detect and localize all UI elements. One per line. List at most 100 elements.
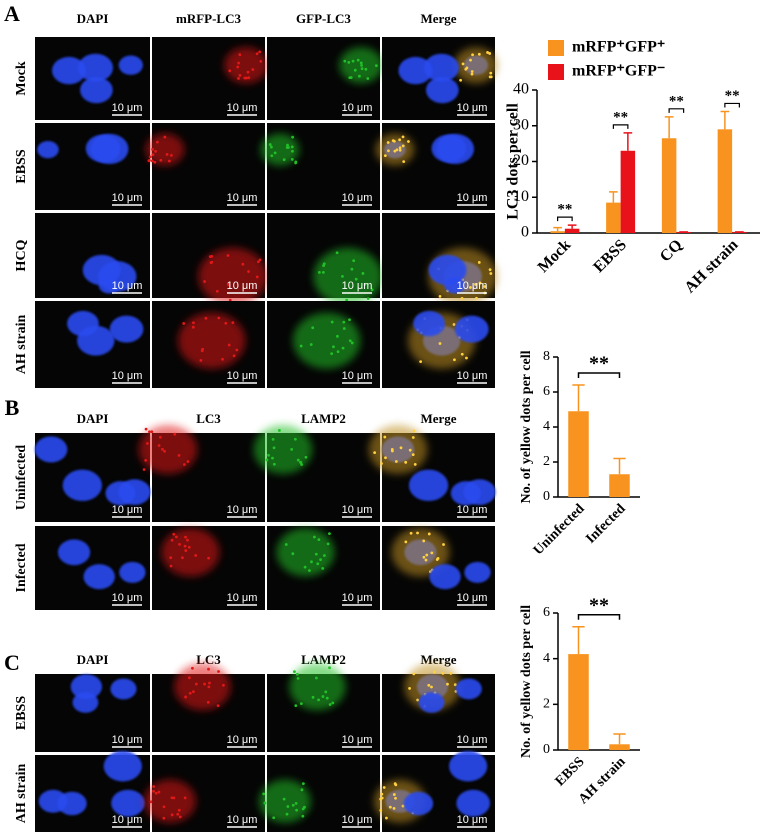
puncta [345, 298, 349, 302]
nucleus [80, 77, 113, 104]
puncta [425, 553, 429, 557]
bar [568, 654, 589, 750]
puncta [343, 59, 347, 63]
x-tick-label: CQ [657, 236, 686, 265]
nucleus [51, 56, 87, 85]
puncta [268, 143, 272, 146]
error-bar [553, 226, 562, 232]
y-axis-label: LC3 dots per cell [505, 103, 522, 220]
scale-bar-label: 10 μm [227, 814, 258, 826]
puncta [383, 435, 387, 439]
puncta [382, 786, 386, 789]
puncta [394, 460, 398, 463]
cytoplasm [145, 133, 185, 166]
puncta [291, 552, 295, 556]
scale-bar-label: 10 μm [457, 192, 488, 204]
puncta [331, 701, 335, 705]
cytoplasm [177, 312, 246, 369]
nucleus [398, 56, 433, 85]
puncta [350, 267, 354, 271]
error-bar [613, 733, 626, 745]
puncta [388, 805, 392, 809]
puncta [324, 690, 328, 694]
puncta [303, 805, 306, 809]
micrograph: 10 μm [152, 213, 268, 306]
scale-bar-label: 10 μm [227, 192, 258, 204]
puncta [294, 704, 298, 708]
puncta [159, 158, 163, 162]
puncta [416, 531, 419, 535]
puncta [441, 672, 445, 675]
nucleus [403, 791, 434, 816]
nucleus [72, 692, 99, 713]
puncta [335, 251, 339, 255]
puncta [398, 146, 402, 150]
puncta [336, 350, 340, 354]
puncta [245, 76, 248, 80]
puncta [194, 554, 198, 557]
cytoplasm [289, 663, 346, 711]
scale-bar-label: 10 μm [457, 504, 488, 516]
puncta [489, 272, 493, 275]
puncta [332, 345, 335, 349]
micrograph: 10 μm [35, 123, 150, 210]
y-tick-label: 0 [543, 489, 550, 504]
puncta [174, 535, 178, 539]
y-tick-label: 6 [543, 384, 550, 399]
puncta [353, 68, 357, 72]
puncta [184, 549, 188, 552]
puncta [449, 672, 453, 675]
puncta [460, 352, 464, 356]
puncta [453, 683, 457, 687]
nucleus [34, 436, 68, 463]
row-label: Uninfected [14, 445, 29, 511]
puncta [336, 334, 339, 338]
y-tick-label: 4 [543, 651, 550, 666]
puncta [341, 274, 344, 278]
significance-label: ** [725, 88, 740, 104]
cytoplasm [276, 528, 335, 577]
puncta [360, 63, 363, 67]
puncta [402, 160, 406, 164]
puncta [412, 429, 416, 433]
puncta [422, 555, 426, 559]
puncta [328, 666, 331, 670]
puncta [422, 539, 426, 543]
puncta [232, 354, 236, 358]
puncta [411, 436, 415, 439]
puncta [291, 135, 295, 139]
nucleus [454, 315, 489, 343]
micrograph: 10 μm [35, 750, 150, 832]
puncta [401, 135, 405, 139]
cytoplasm [198, 247, 268, 306]
puncta [224, 321, 228, 325]
puncta [165, 153, 169, 156]
puncta [299, 702, 303, 706]
puncta [157, 790, 161, 794]
puncta [227, 343, 231, 347]
puncta [291, 149, 294, 153]
puncta [311, 326, 315, 330]
micrograph: 10 μm [253, 425, 380, 522]
puncta [349, 76, 353, 79]
puncta [401, 144, 405, 148]
column-header: Merge [420, 652, 456, 667]
puncta [251, 68, 255, 71]
puncta [321, 270, 325, 274]
puncta [258, 50, 262, 54]
row-label: EBSS [14, 149, 29, 183]
puncta [314, 552, 318, 556]
puncta [474, 282, 477, 286]
scale-bar-label: 10 μm [227, 592, 258, 604]
puncta [221, 357, 224, 361]
bar [609, 744, 630, 750]
cytoplasm [260, 133, 300, 166]
micrograph: 10 μm [374, 750, 495, 832]
bar [550, 231, 565, 233]
scale-bar-label: 10 μm [112, 102, 143, 114]
puncta [154, 791, 158, 795]
puncta [319, 558, 322, 562]
puncta [310, 560, 313, 564]
x-tick-label: Uninfected [531, 501, 588, 558]
